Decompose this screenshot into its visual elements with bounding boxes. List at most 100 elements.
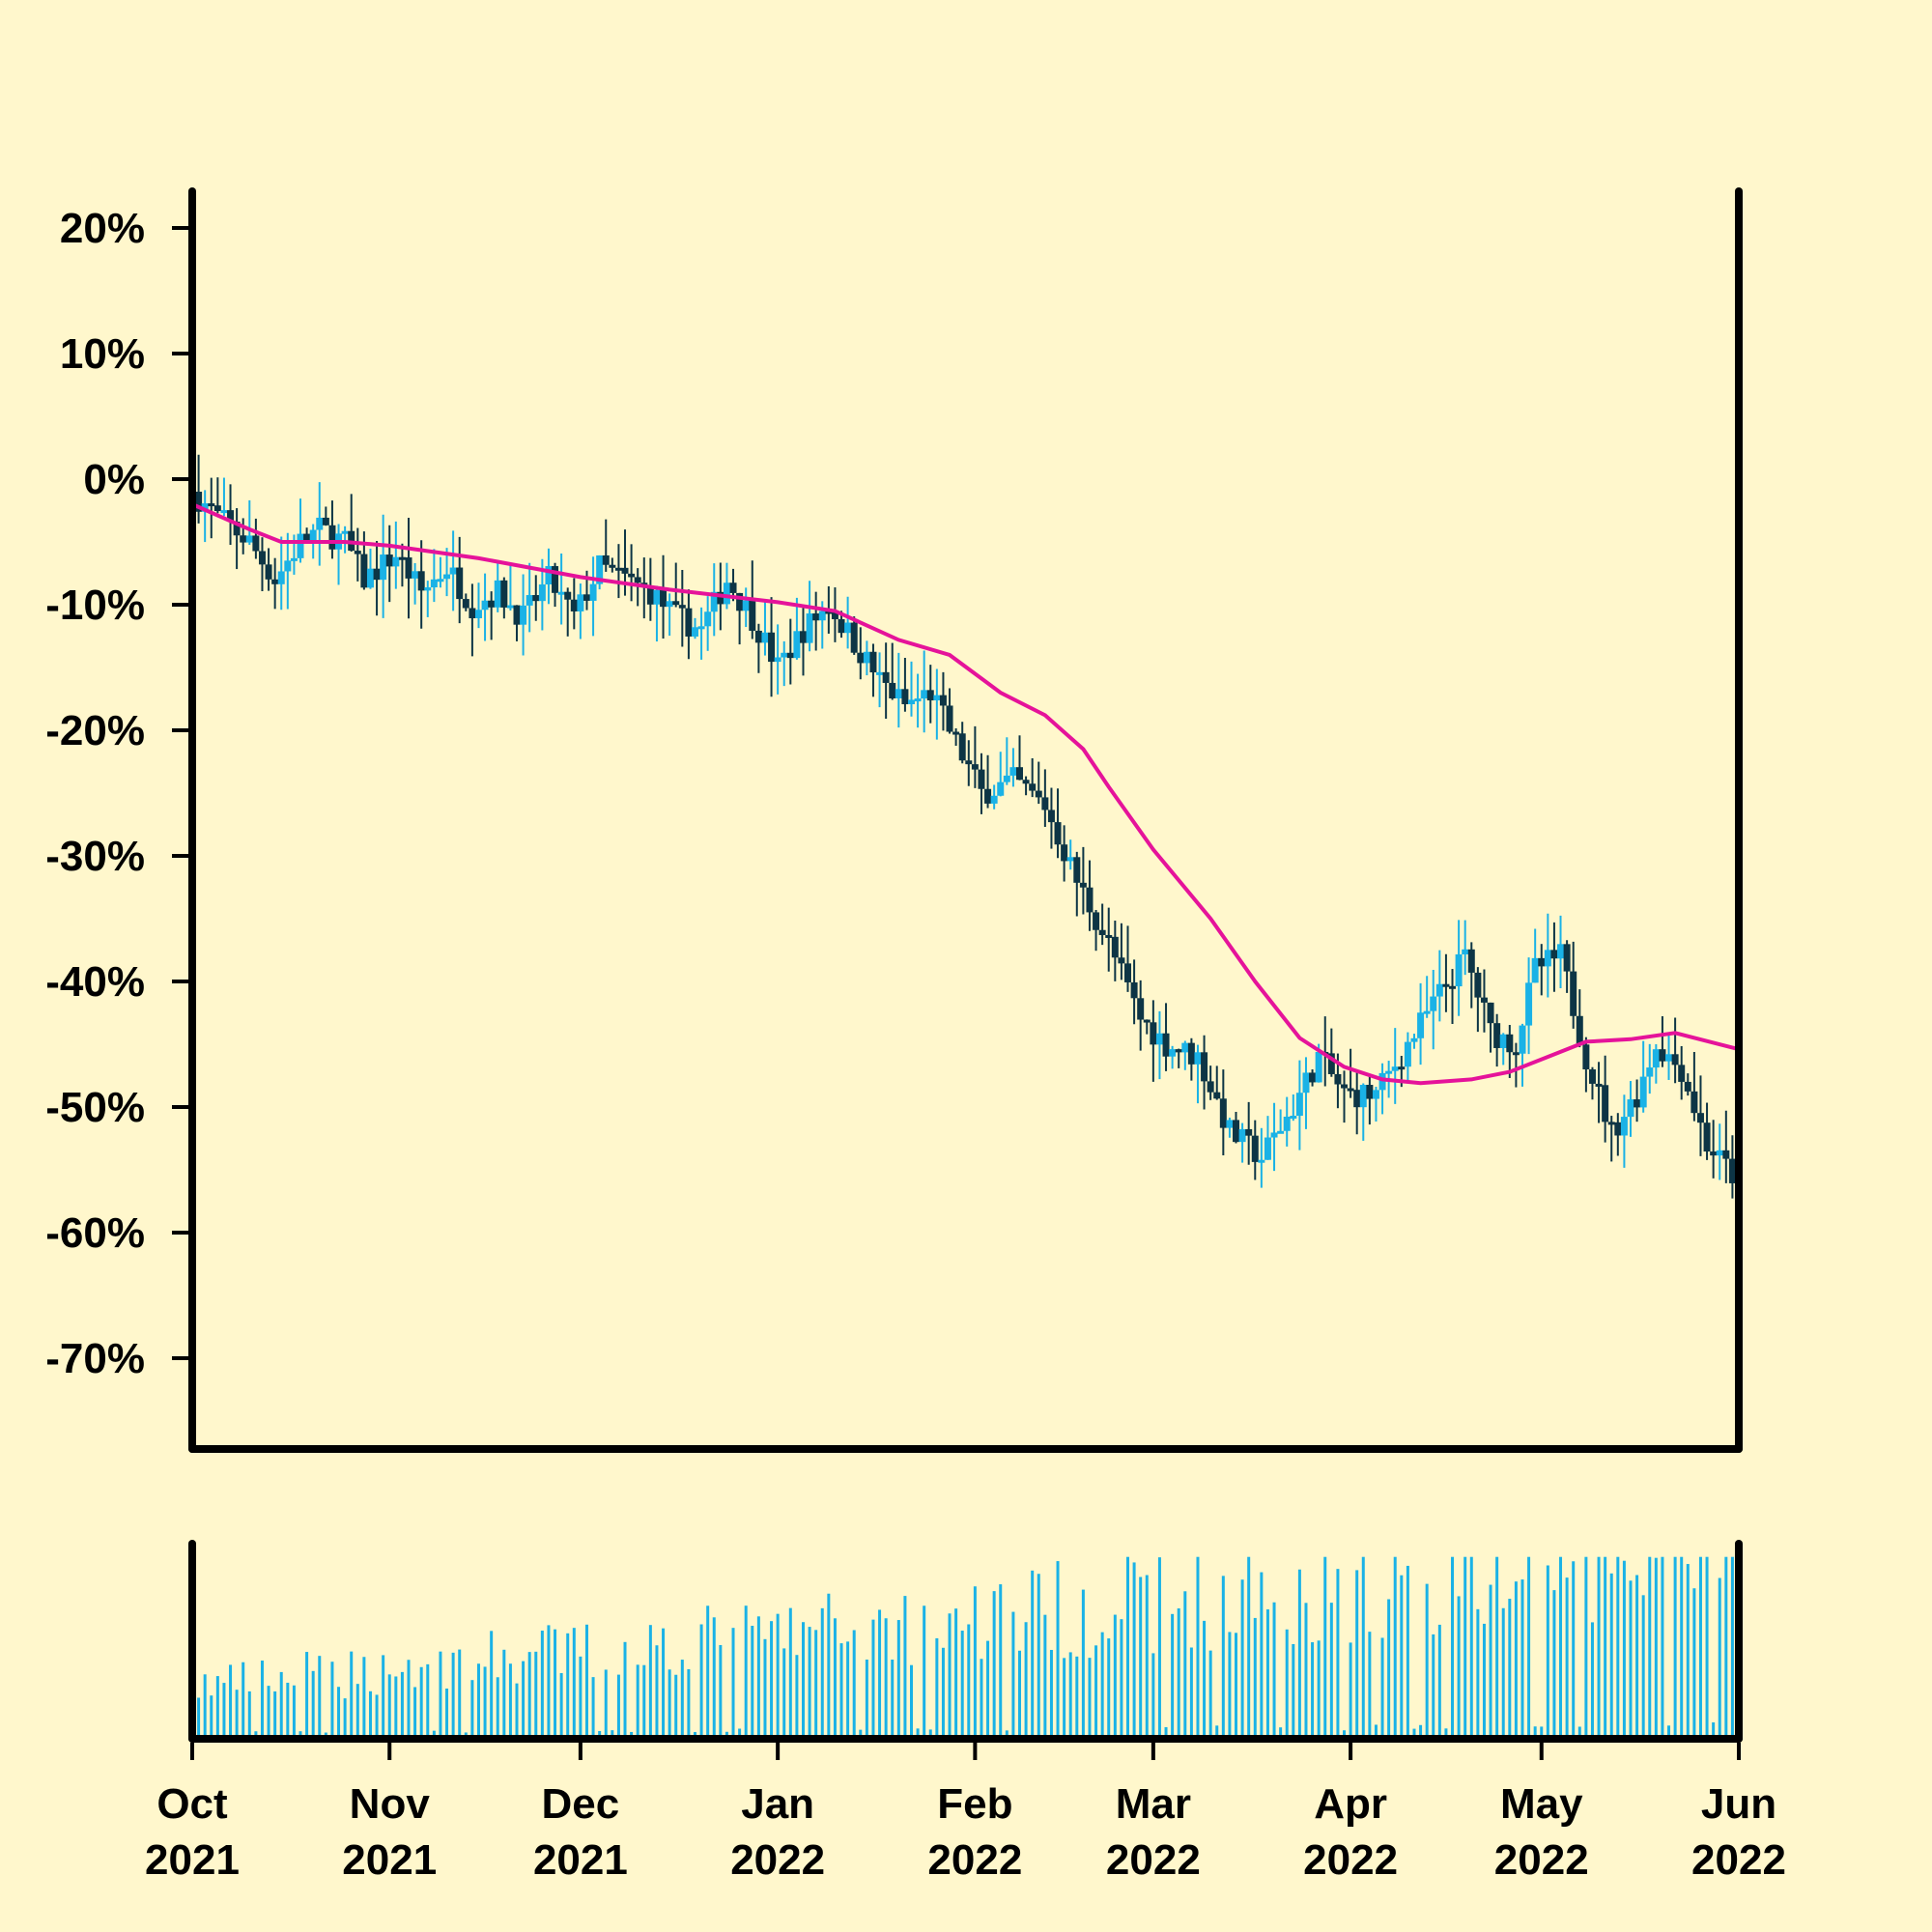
candle-body — [901, 689, 909, 705]
candle-body — [761, 632, 769, 643]
volume-bar — [1559, 1556, 1563, 1735]
candle-body — [921, 690, 928, 699]
candle-body — [1423, 1010, 1431, 1014]
candle-body — [672, 601, 680, 606]
candle-body — [1130, 981, 1138, 999]
candle-body — [1519, 1025, 1526, 1054]
volume-bar — [1311, 1642, 1315, 1735]
candle-body — [1155, 1033, 1163, 1045]
candle-body — [1544, 950, 1551, 967]
volume-bar — [1260, 1572, 1264, 1735]
volume-bar — [1520, 1579, 1524, 1735]
volume-bar — [1387, 1599, 1391, 1735]
candle-body — [233, 522, 241, 536]
candle-body — [1194, 1052, 1202, 1065]
candle-body — [500, 580, 508, 608]
volume-bar — [502, 1649, 506, 1735]
candle-body — [398, 556, 406, 560]
x-tick-year-label: 2021 — [342, 1836, 437, 1884]
y-tick-label: -70% — [45, 1335, 145, 1382]
volume-bar — [1024, 1622, 1028, 1735]
candle-body — [691, 627, 698, 637]
volume-bar — [1292, 1643, 1295, 1735]
volume-bar — [1604, 1556, 1607, 1735]
candle-body — [322, 517, 329, 526]
volume-bar — [1552, 1590, 1556, 1735]
candle-body — [614, 567, 622, 571]
volume-bar — [515, 1683, 519, 1735]
volume-bar — [604, 1669, 608, 1735]
volume-bar — [464, 1732, 468, 1735]
candle-body — [582, 594, 590, 601]
candle-body — [926, 690, 934, 701]
volume-bar — [1533, 1726, 1537, 1735]
x-tick-month-label: Feb — [937, 1780, 1012, 1828]
candle-body — [786, 652, 794, 659]
candle-body — [265, 564, 272, 580]
volume-bar — [1406, 1565, 1409, 1735]
volume-bar — [1018, 1650, 1022, 1735]
candle-body — [443, 574, 451, 580]
volume-bar — [909, 1664, 913, 1735]
x-tick-year-label: 2021 — [533, 1836, 628, 1884]
candle-body — [1270, 1132, 1278, 1138]
volume-bar — [1412, 1728, 1416, 1735]
candle-body — [799, 631, 807, 643]
volume-bar — [1597, 1556, 1601, 1735]
volume-bar — [1132, 1562, 1136, 1735]
volume-bar — [1648, 1556, 1652, 1735]
candle-body — [1487, 1002, 1494, 1024]
volume-bar — [1572, 1561, 1576, 1735]
volume-bar — [318, 1656, 322, 1735]
volume-bar — [368, 1690, 372, 1735]
candle-body — [882, 671, 890, 683]
volume-bar — [1374, 1724, 1378, 1735]
candle-body — [1327, 1053, 1335, 1074]
candle-body — [729, 582, 737, 593]
volume-bar — [215, 1676, 219, 1735]
candle-body — [1066, 857, 1074, 862]
candle-body — [1410, 1037, 1418, 1042]
candle-body — [1295, 1093, 1303, 1116]
volume-bar — [1183, 1591, 1187, 1735]
candle-body — [1009, 767, 1017, 776]
volume-bar — [756, 1616, 760, 1735]
volume-bar — [572, 1628, 576, 1735]
y-tick-label: -20% — [45, 707, 145, 754]
volume-bar — [355, 1684, 359, 1735]
x-tick-month-label: Jun — [1701, 1780, 1776, 1828]
volume-bar — [1126, 1556, 1130, 1735]
candle-body — [1047, 810, 1055, 823]
volume-bar — [776, 1613, 780, 1735]
volume-bar — [706, 1605, 710, 1735]
x-tick-year-label: 2022 — [730, 1836, 825, 1884]
candle-body — [863, 651, 870, 664]
candle-body — [984, 788, 992, 804]
volume-bar — [763, 1638, 767, 1735]
candle-body — [1016, 767, 1024, 781]
volume-bar — [1698, 1556, 1702, 1735]
candle-body — [1455, 953, 1463, 987]
volume-bar — [1005, 1730, 1009, 1735]
y-tick-label: -50% — [45, 1084, 145, 1131]
volume-bar — [247, 1690, 251, 1735]
candle-body — [1639, 1076, 1647, 1108]
x-tick-month-label: Oct — [156, 1780, 228, 1828]
candle-body — [1678, 1065, 1686, 1082]
volume-bar — [967, 1624, 971, 1735]
candle-body — [1531, 957, 1539, 983]
volume-bar — [1189, 1647, 1193, 1735]
volume-bar — [1157, 1557, 1161, 1735]
volume-bar — [1622, 1560, 1626, 1735]
x-tick-year-label: 2022 — [1303, 1836, 1398, 1884]
volume-bar — [350, 1651, 354, 1735]
candle-body — [1093, 912, 1100, 930]
volume-bar — [1680, 1556, 1684, 1735]
volume-bar — [668, 1669, 671, 1735]
candle-body — [1435, 983, 1443, 997]
candle-body — [889, 682, 896, 698]
candle-body — [1035, 790, 1042, 798]
volume-bar — [554, 1629, 557, 1735]
candle-body — [1588, 1069, 1596, 1084]
